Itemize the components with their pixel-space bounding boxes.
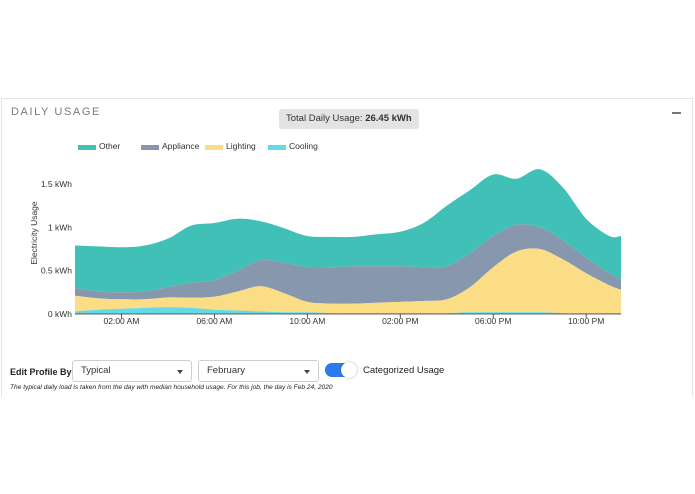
- x-tick-label: 06:00 AM: [196, 316, 232, 326]
- legend-swatch-other: [78, 145, 96, 150]
- usage-chart: 0 kWh 0.5 kWh 1 kWh 1.5 kWh 02:00 AM 06:00 AM…: [29, 141, 621, 326]
- legend-label-lighting: Lighting: [226, 141, 256, 151]
- y-tick-label: 0.5 kWh: [41, 266, 72, 276]
- x-tick-label: 02:00 PM: [382, 316, 418, 326]
- y-tick-label: 0 kWh: [48, 309, 72, 319]
- legend-swatch-appliance: [141, 145, 159, 150]
- categorized-usage-toggle[interactable]: [325, 362, 357, 378]
- area-appliance: [75, 224, 621, 304]
- toggle-knob: [341, 362, 357, 378]
- footnote: The typical daily load is taken from the…: [10, 384, 333, 391]
- area-other: [75, 169, 621, 293]
- legend-label-other: Other: [99, 141, 120, 151]
- area-cooling: [75, 307, 621, 314]
- month-select-value: February: [207, 365, 246, 376]
- total-usage-badge: Total Daily Usage: 26.45 kWh: [279, 109, 419, 129]
- profile-select-value: Typical: [81, 365, 111, 376]
- chevron-down-icon: [304, 370, 310, 374]
- y-axis-label: Electricity Usage: [29, 201, 39, 265]
- x-tick-label: 06:00 PM: [475, 316, 511, 326]
- x-tick-label: 02:00 AM: [104, 316, 140, 326]
- total-usage-value: 26.45 kWh: [365, 113, 412, 124]
- legend-swatch-lighting: [205, 145, 223, 150]
- legend-label-cooling: Cooling: [289, 141, 318, 151]
- collapse-icon[interactable]: [672, 112, 681, 114]
- month-select[interactable]: February: [198, 360, 319, 382]
- x-tick-label: 10:00 PM: [568, 316, 604, 326]
- chevron-down-icon: [177, 370, 183, 374]
- profile-controls: Edit Profile By: Typical February Catego…: [0, 358, 695, 388]
- area-lighting: [75, 248, 621, 314]
- legend-swatch-cooling: [268, 145, 286, 150]
- legend-label-appliance: Appliance: [162, 141, 200, 151]
- y-tick-label: 1 kWh: [48, 222, 72, 232]
- total-usage-label: Total Daily Usage:: [286, 113, 363, 124]
- x-tick-label: 10:00 AM: [289, 316, 325, 326]
- y-tick-label: 1.5 kWh: [41, 179, 72, 189]
- panel-title: DAILY USAGE: [11, 106, 101, 118]
- edit-profile-label: Edit Profile By:: [10, 367, 75, 377]
- toggle-label: Categorized Usage: [363, 365, 445, 376]
- profile-select[interactable]: Typical: [72, 360, 192, 382]
